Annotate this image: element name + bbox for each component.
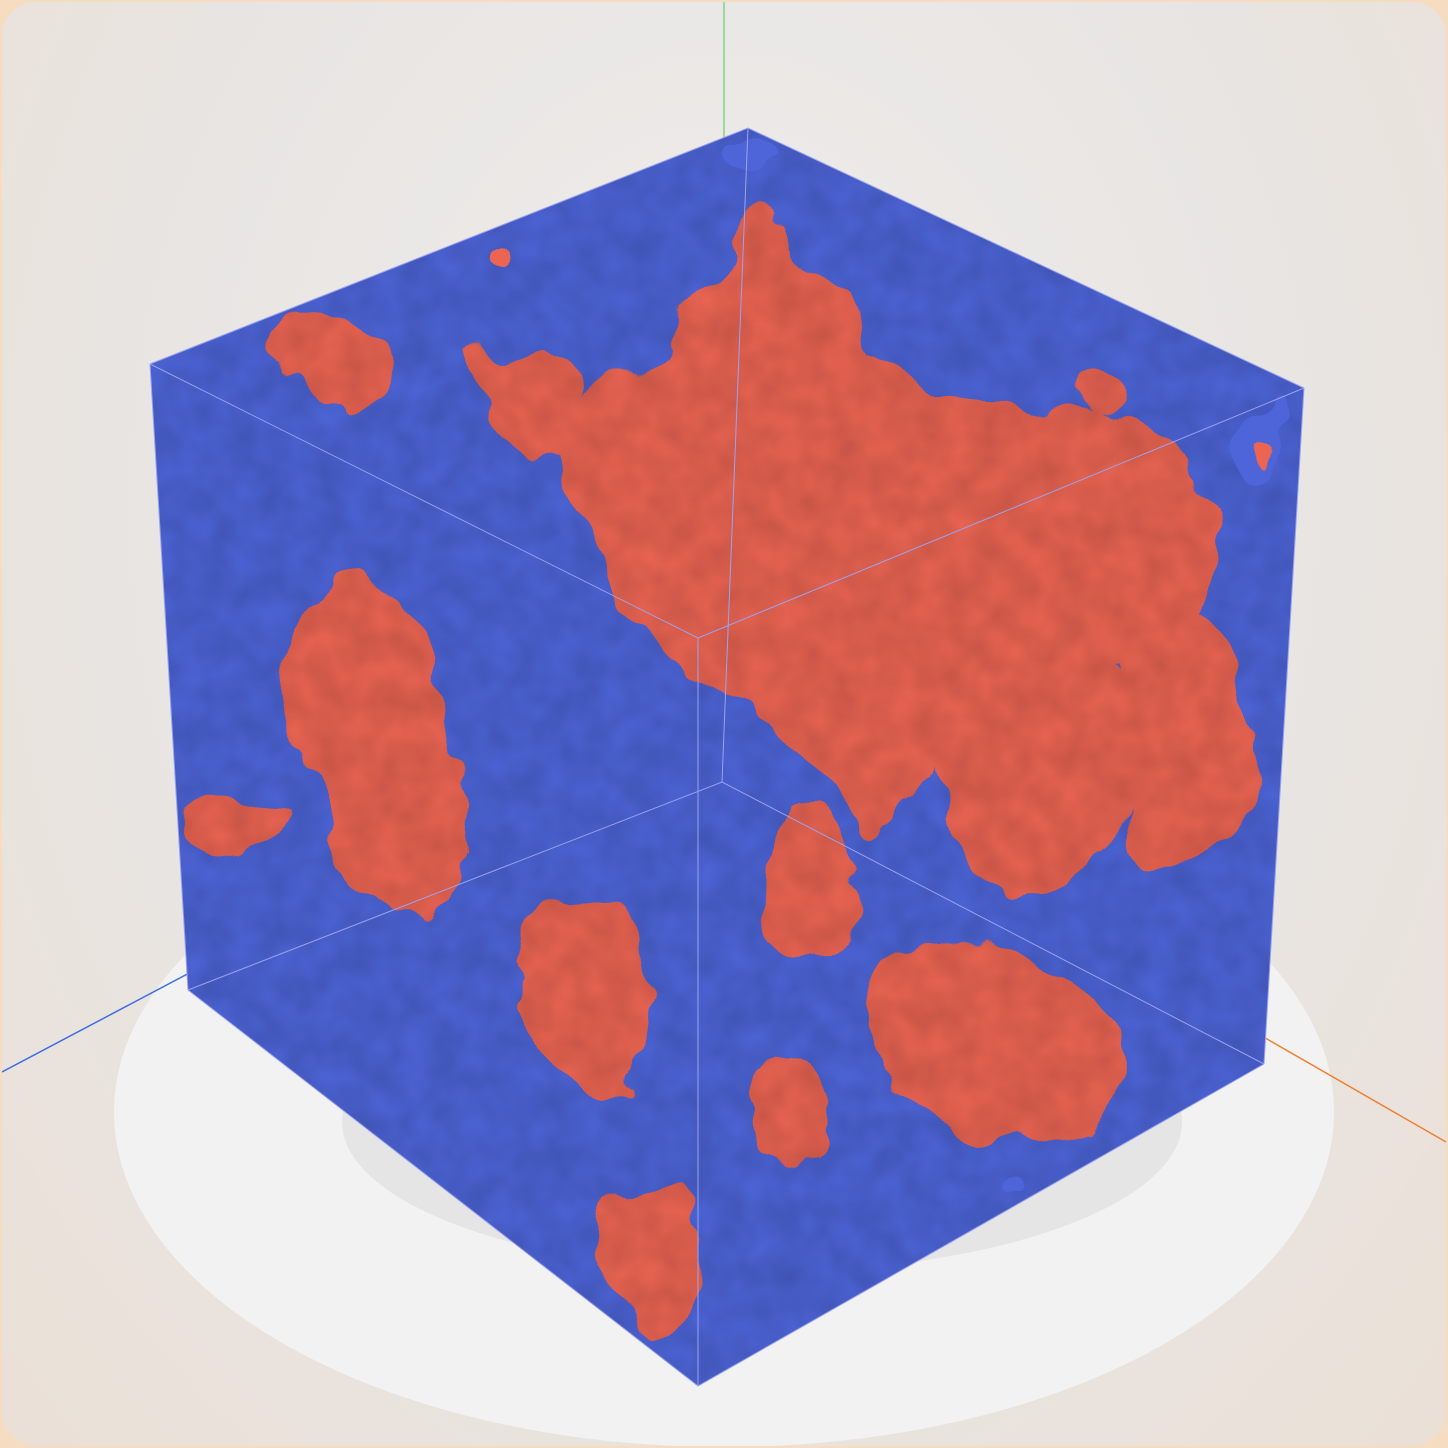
bounding-box — [149, 127, 1305, 1387]
floating-fragments — [486, 132, 1294, 1202]
